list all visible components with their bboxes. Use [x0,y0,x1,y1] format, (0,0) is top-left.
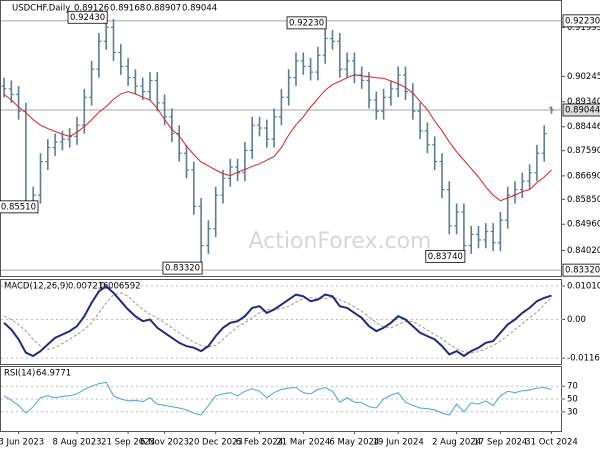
x-tick-label: 19 Jun 2024 [373,438,424,448]
y-tick-label: -0.011645 [567,354,600,364]
x-tick-label: 8 Aug 2023 [52,438,101,448]
x-tick-label: 6 May 2024 [329,438,379,448]
y-tick-label: 50 [567,395,578,405]
annotation-box [0,200,39,214]
annotation: 0.83740 [425,249,466,263]
annotation-text: 0.92430 [70,13,105,23]
y-tick-label: 0.84020 [567,246,600,256]
macd-line [3,285,552,358]
x-tick-label: 2 Aug 2024 [432,438,481,448]
annotation: 0.85510 [0,200,39,214]
rsi-line [3,381,552,416]
level-label: 0.92230 [562,14,600,28]
header: USDCHF.Daily 0.89126 0.89168 0.88907 0.8… [4,4,217,379]
y-tick-label: 0.00 [567,315,586,325]
signal-value: 0.006592 [100,282,141,292]
x-tick-label: 6 Nov 2023 [140,438,189,448]
annotation-text: 0.85510 [1,202,36,212]
y-tick-label: 0.86690 [567,171,600,181]
rsi-value: 64.9771 [36,369,71,379]
annotation-box [286,16,327,30]
level-label-text: 0.83320 [565,266,600,276]
annotation: 0.92230 [286,16,327,30]
x-tick-label: 21 Sep 2023 [101,438,155,448]
annotation: 0.83320 [162,261,203,275]
rsi-title: RSI(14) [4,369,35,379]
annotation-box [162,261,203,275]
current-price-label-box [562,103,600,117]
y-tick-label: 0.91995 [567,23,600,33]
x-tick-label: 6 Feb 2024 [236,438,284,448]
y-tick-label: 0.88446 [567,122,600,132]
y-tick-label: 0.90245 [567,72,600,82]
annotation-box [67,10,108,24]
y-tick-label: 0.84960 [567,220,600,230]
annotation-text: 0.92230 [289,18,324,28]
y-tick-label: 30 [567,407,578,417]
y-tick-label: 0.87590 [567,146,600,156]
x-tick-label: 31 Oct 2024 [525,438,578,448]
low-value: 0.88907 [146,4,181,14]
annotation-text: 0.83740 [428,252,463,262]
level-label-box [562,14,600,28]
y-tick-label: 0.010101 [567,281,600,291]
y-tick-label: 70 [567,382,578,392]
x-tick-label: 20 Dec 2023 [189,438,243,448]
level-label: 0.83320 [562,263,600,277]
x-tick-label: 21 Mar 2024 [276,438,330,448]
macd-panel [0,279,562,365]
level-label-box [562,263,600,277]
signal-line [3,292,552,354]
annotation-text: 0.83320 [165,264,200,274]
y-tick-label: 0.89340 [567,97,600,107]
moving-average [3,74,552,202]
high-value: 0.89168 [110,4,145,14]
current-price-label-text: 0.89044 [565,105,600,115]
watermark: ActionForex.com [249,229,432,254]
x-tick-label: 23 Jun 2023 [0,438,44,448]
level-label-text: 0.92230 [565,16,600,26]
price-panel [0,0,562,277]
macd-value: 0.007216 [68,282,109,292]
x-tick-label: 17 Sep 2024 [473,438,527,448]
symbol: USDCHF.Daily [12,4,70,14]
close-value: 0.89044 [182,4,217,14]
annotation-box [425,249,466,263]
y-tick-label: 0.85850 [567,195,600,205]
macd-title: MACD(12,26,9) [4,282,69,292]
current-price-label: 0.89044 [562,103,600,117]
annotation: 0.92430 [67,10,108,24]
open-value: 0.89126 [74,4,109,14]
